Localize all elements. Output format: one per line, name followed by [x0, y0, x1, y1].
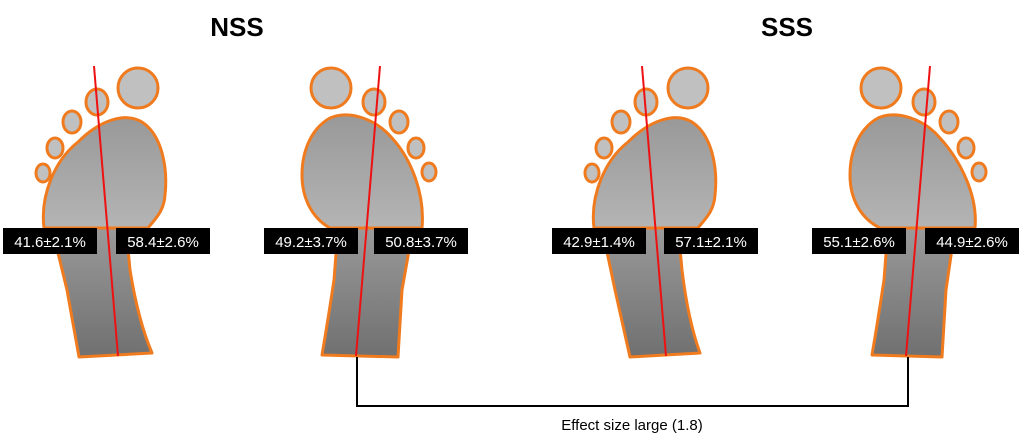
comparison-bracket — [356, 357, 909, 407]
lateral-value: 44.9±2.6% — [936, 234, 1008, 251]
lateral-value: 50.8±3.7% — [385, 234, 457, 251]
toe — [116, 66, 160, 110]
medial-value: 41.6±2.1% — [14, 234, 86, 251]
toe — [594, 136, 614, 160]
lateral-value: 58.4±2.6% — [127, 234, 199, 251]
foot-axis-line — [93, 65, 119, 357]
toe — [610, 109, 632, 135]
toe — [388, 109, 410, 135]
medial-label-box — [264, 228, 358, 254]
lateral-label-box — [374, 228, 468, 254]
toe — [361, 87, 387, 117]
toe — [583, 162, 601, 184]
toe — [666, 66, 710, 110]
medial-value: 49.2±3.7% — [275, 234, 347, 251]
lateral-label-box — [664, 228, 758, 254]
medial-label-box — [812, 228, 906, 254]
medial-label-box — [3, 228, 97, 254]
effect-size-label: Effect size large (1.8) — [561, 417, 702, 434]
foot-axis-line — [905, 65, 931, 357]
toe — [406, 136, 426, 160]
toe — [420, 161, 438, 183]
toe — [956, 136, 976, 160]
toe — [859, 66, 903, 110]
medial-label-box — [552, 228, 646, 254]
sss-right-foot: 55.1±2.6% 44.9±2.6% — [812, 65, 1019, 359]
medial-value: 55.1±2.6% — [823, 234, 895, 251]
group-title-sss: SSS — [761, 12, 813, 42]
sss-left-foot: 42.9±1.4% 57.1±2.1% — [552, 65, 758, 359]
heel — [870, 226, 957, 359]
forefoot — [591, 116, 718, 230]
toe — [34, 162, 52, 184]
forefoot — [848, 113, 977, 230]
forefoot — [41, 116, 168, 230]
toe — [938, 109, 960, 135]
heel — [320, 226, 415, 359]
foot-axis-line — [355, 65, 381, 357]
lateral-value: 57.1±2.1% — [675, 234, 747, 251]
toe — [61, 109, 83, 135]
toe — [911, 87, 937, 117]
heel — [50, 226, 154, 359]
forefoot — [300, 113, 424, 230]
lateral-label-box — [925, 228, 1019, 254]
nss-left-foot: 41.6±2.1% 58.4±2.6% — [3, 65, 210, 359]
lateral-label-box — [116, 228, 210, 254]
foot-axis-line — [641, 65, 667, 357]
group-title-nss: NSS — [210, 12, 263, 42]
heel — [600, 226, 702, 359]
medial-value: 42.9±1.4% — [563, 234, 635, 251]
toe — [970, 161, 988, 183]
nss-right-foot: 49.2±3.7% 50.8±3.7% — [264, 65, 468, 359]
toe — [309, 66, 353, 110]
toe — [45, 136, 65, 160]
